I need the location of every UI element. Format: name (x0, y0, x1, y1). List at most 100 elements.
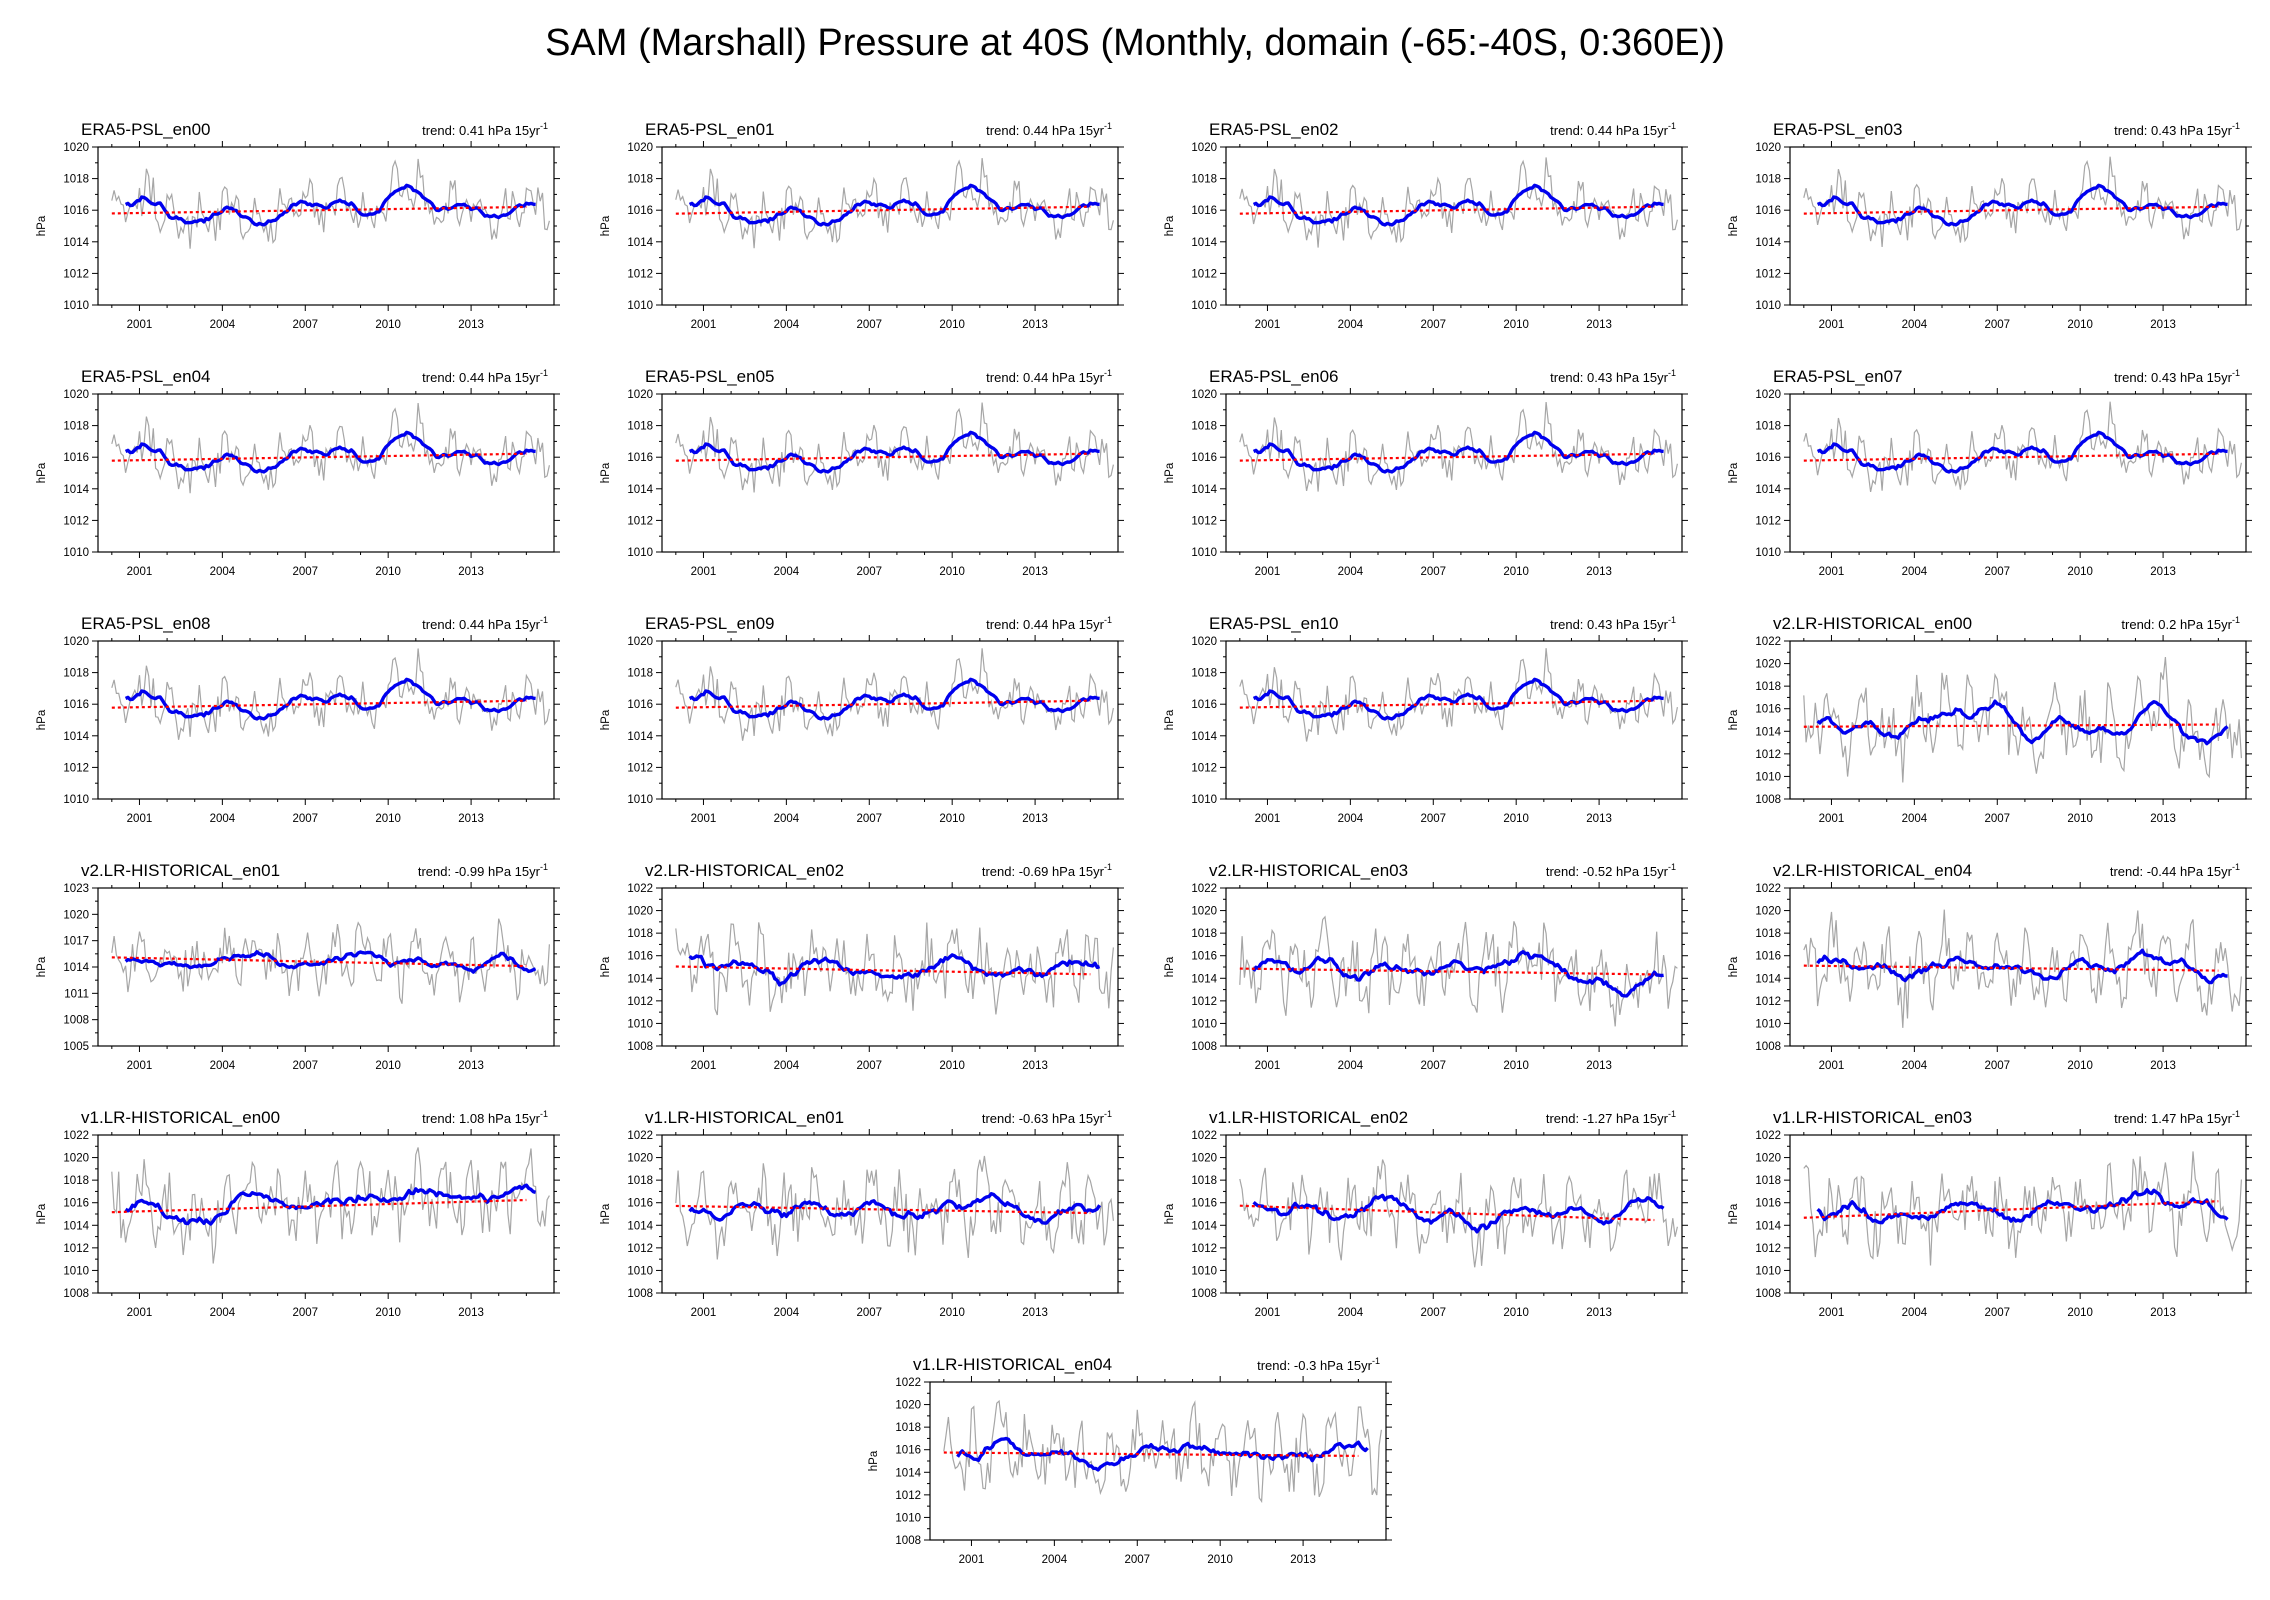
x-tick-label: 2010 (375, 1060, 401, 1072)
trend-label: trend: -0.99 hPa 15yr-1 (418, 862, 548, 879)
panel-title: ERA5-PSL_en04 (81, 367, 210, 386)
y-axis-label: hPa (1164, 1203, 1176, 1224)
x-tick-label: 2004 (210, 1307, 236, 1319)
y-tick-label: 1016 (63, 1198, 89, 1210)
x-tick-label: 2007 (292, 566, 318, 578)
panel-title: ERA5-PSL_en00 (81, 120, 210, 139)
y-tick-label: 1014 (627, 237, 653, 249)
plot-frame (1225, 640, 1683, 800)
plot-frame (1789, 640, 2247, 800)
x-tick-label: 2007 (292, 1307, 318, 1319)
x-tick-label: 2007 (1420, 1307, 1446, 1319)
y-tick-label: 1018 (627, 1175, 653, 1187)
y-tick-label: 1014 (63, 237, 89, 249)
trend-label: trend: 0.44 hPa 15yr-1 (986, 615, 1112, 632)
trend-label: trend: 0.43 hPa 15yr-1 (1550, 615, 1676, 632)
panel-v1.LR-HISTORICAL_en02: v1.LR-HISTORICAL_en02 trend: -1.27 hPa 15… (1164, 1108, 1688, 1319)
y-tick-label: 1016 (627, 452, 653, 464)
monthly-series-line (111, 1147, 550, 1264)
running-mean-line (688, 1192, 1102, 1225)
y-axis-label: hPa (1728, 709, 1740, 730)
y-tick-label: 1018 (1191, 174, 1217, 186)
y-tick-label: 1020 (627, 389, 653, 401)
panel-ERA5-PSL_en06: ERA5-PSL_en06 trend: 0.43 hPa 15yr-1 1010 1… (1164, 367, 1688, 578)
x-tick-label: 2001 (959, 1554, 985, 1566)
y-tick-label: 1018 (627, 668, 653, 680)
monthly-series-line (675, 402, 1114, 493)
y-tick-label: 1014 (895, 1467, 921, 1479)
monthly-series-line (943, 1399, 1382, 1504)
x-tick-label: 2001 (127, 813, 153, 825)
y-axis-label: hPa (36, 956, 48, 977)
x-tick-label: 2001 (691, 1307, 717, 1319)
y-tick-label: 1014 (627, 731, 653, 743)
x-tick-label: 2001 (1819, 319, 1845, 331)
plot-frame (1225, 887, 1683, 1047)
y-tick-label: 1010 (1755, 300, 1781, 312)
monthly-series-line (1803, 156, 2242, 248)
x-tick-label: 2007 (1420, 566, 1446, 578)
x-tick-label: 2004 (210, 566, 236, 578)
y-tick-label: 1014 (63, 962, 89, 974)
panel-title: ERA5-PSL_en03 (1773, 120, 1902, 139)
trend-label: trend: 0.43 hPa 15yr-1 (1550, 368, 1676, 385)
y-tick-label: 1016 (63, 452, 89, 464)
y-tick-label: 1018 (1191, 928, 1217, 940)
x-tick-label: 2013 (1290, 1554, 1316, 1566)
y-tick-label: 1012 (1191, 1243, 1217, 1255)
y-tick-label: 1016 (1755, 1198, 1781, 1210)
running-mean-line (124, 430, 536, 474)
y-tick-label: 1010 (627, 300, 653, 312)
panel-v1.LR-HISTORICAL_en03: v1.LR-HISTORICAL_en03 trend: 1.47 hPa 15y… (1728, 1108, 2252, 1319)
y-axis-label: hPa (36, 1203, 48, 1224)
x-tick-label: 2004 (210, 319, 236, 331)
x-tick-label: 2013 (458, 1307, 484, 1319)
y-tick-label: 1022 (1191, 1130, 1217, 1142)
panel-title: v2.LR-HISTORICAL_en00 (1773, 614, 1972, 633)
running-mean-line (688, 677, 1100, 721)
x-tick-label: 2010 (1503, 566, 1529, 578)
x-tick-label: 2001 (127, 319, 153, 331)
x-tick-label: 2007 (1420, 813, 1446, 825)
y-tick-label: 1022 (1755, 1130, 1781, 1142)
y-tick-label: 1010 (627, 1018, 653, 1030)
monthly-series-line (1803, 401, 2242, 493)
x-tick-label: 2001 (127, 1060, 153, 1072)
x-tick-label: 2007 (292, 813, 318, 825)
x-tick-label: 2004 (210, 1060, 236, 1072)
x-tick-label: 2013 (1586, 813, 1612, 825)
y-tick-label: 1008 (1191, 1288, 1217, 1300)
y-tick-label: 1010 (627, 794, 653, 806)
x-tick-label: 2013 (1022, 1060, 1048, 1072)
monthly-series-line (675, 922, 1114, 1016)
x-tick-label: 2013 (458, 566, 484, 578)
x-tick-label: 2004 (774, 813, 800, 825)
x-tick-label: 2001 (1255, 1307, 1281, 1319)
y-tick-label: 1014 (1755, 726, 1781, 738)
x-tick-label: 2001 (127, 566, 153, 578)
running-mean-line (1816, 1188, 2229, 1225)
x-tick-label: 2007 (1984, 813, 2010, 825)
y-tick-label: 1012 (1755, 1243, 1781, 1255)
y-tick-label: 1017 (63, 936, 89, 948)
x-tick-label: 2001 (691, 813, 717, 825)
x-tick-label: 2004 (774, 319, 800, 331)
panel-v2.LR-HISTORICAL_en01: v2.LR-HISTORICAL_en01 trend: -0.99 hPa 15… (36, 861, 560, 1072)
trend-label: trend: 0.44 hPa 15yr-1 (422, 368, 548, 385)
panel-v1.LR-HISTORICAL_en01: v1.LR-HISTORICAL_en01 trend: -0.63 hPa 15… (600, 1108, 1124, 1319)
x-tick-label: 2007 (1420, 319, 1446, 331)
y-tick-label: 1018 (895, 1422, 921, 1434)
x-tick-label: 2004 (1338, 566, 1364, 578)
x-tick-label: 2007 (856, 813, 882, 825)
y-tick-label: 1010 (1191, 547, 1217, 559)
y-tick-label: 1010 (1755, 547, 1781, 559)
panel-title: ERA5-PSL_en05 (645, 367, 774, 386)
y-axis-label: hPa (600, 462, 612, 483)
y-tick-label: 1020 (1755, 389, 1781, 401)
x-tick-label: 2004 (1902, 1060, 1928, 1072)
panel-title: ERA5-PSL_en10 (1209, 614, 1338, 633)
panel-title: v1.LR-HISTORICAL_en02 (1209, 1108, 1408, 1127)
x-tick-label: 2001 (1255, 566, 1281, 578)
y-tick-label: 1022 (895, 1377, 921, 1389)
x-tick-label: 2010 (375, 813, 401, 825)
